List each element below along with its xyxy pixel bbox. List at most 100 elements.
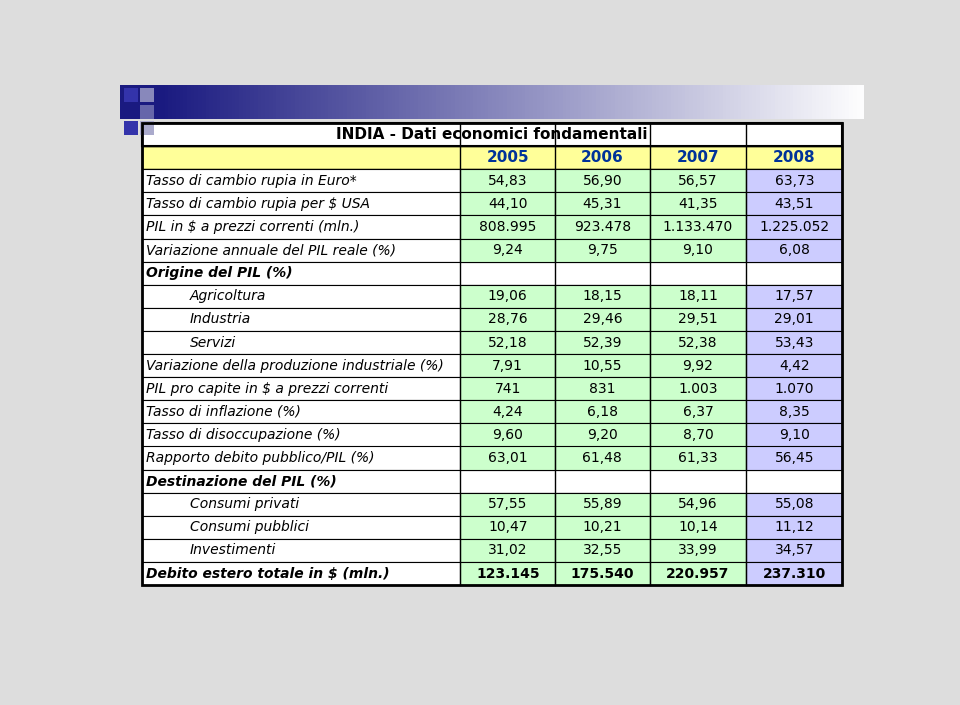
Text: 41,35: 41,35 bbox=[678, 197, 718, 211]
Bar bbox=[816, 85, 819, 119]
Bar bbox=[142, 123, 842, 146]
Bar bbox=[310, 85, 313, 119]
Bar bbox=[284, 85, 287, 119]
Bar bbox=[574, 85, 578, 119]
Bar bbox=[461, 377, 555, 400]
Bar bbox=[507, 85, 511, 119]
Text: 6,37: 6,37 bbox=[683, 405, 713, 419]
Bar bbox=[555, 562, 650, 585]
Bar bbox=[461, 285, 555, 308]
Bar bbox=[685, 85, 689, 119]
Bar bbox=[140, 88, 155, 102]
Text: 9,92: 9,92 bbox=[683, 359, 713, 373]
Bar bbox=[834, 85, 838, 119]
Bar bbox=[142, 331, 842, 354]
Bar bbox=[641, 85, 644, 119]
Bar bbox=[771, 85, 775, 119]
Bar bbox=[243, 85, 247, 119]
Bar bbox=[142, 308, 842, 331]
Text: 9,24: 9,24 bbox=[492, 243, 523, 257]
Text: 33,99: 33,99 bbox=[678, 544, 718, 558]
Bar bbox=[376, 85, 380, 119]
Bar bbox=[555, 85, 559, 119]
Bar bbox=[350, 85, 354, 119]
Text: 9,20: 9,20 bbox=[587, 428, 617, 442]
Bar bbox=[650, 562, 746, 585]
Text: 6,18: 6,18 bbox=[587, 405, 618, 419]
Bar bbox=[253, 85, 257, 119]
Bar bbox=[142, 285, 842, 308]
Bar bbox=[578, 85, 581, 119]
Bar bbox=[801, 85, 804, 119]
Bar bbox=[499, 85, 503, 119]
Bar bbox=[142, 216, 842, 238]
Text: 10,47: 10,47 bbox=[488, 520, 527, 534]
Bar bbox=[746, 354, 842, 377]
Bar bbox=[555, 400, 650, 424]
Bar bbox=[432, 85, 436, 119]
Bar bbox=[187, 85, 191, 119]
Bar bbox=[674, 85, 678, 119]
Bar bbox=[461, 446, 555, 470]
Text: 61,33: 61,33 bbox=[678, 451, 718, 465]
Bar bbox=[469, 85, 473, 119]
Bar bbox=[715, 85, 719, 119]
Text: 1.133.470: 1.133.470 bbox=[662, 220, 733, 234]
Bar bbox=[537, 85, 540, 119]
Bar bbox=[782, 85, 786, 119]
Bar bbox=[555, 493, 650, 516]
Bar bbox=[746, 516, 842, 539]
Text: 63,73: 63,73 bbox=[775, 174, 814, 188]
Bar bbox=[466, 85, 469, 119]
Bar bbox=[302, 85, 306, 119]
Bar bbox=[566, 85, 570, 119]
Text: 45,31: 45,31 bbox=[583, 197, 622, 211]
Bar bbox=[529, 85, 533, 119]
Bar bbox=[588, 85, 592, 119]
Bar bbox=[251, 85, 253, 119]
Bar bbox=[198, 85, 202, 119]
Bar bbox=[789, 85, 793, 119]
Bar bbox=[820, 85, 823, 119]
Text: 34,57: 34,57 bbox=[775, 544, 814, 558]
Bar bbox=[142, 470, 842, 493]
Bar bbox=[180, 85, 183, 119]
Text: Destinazione del PIL (%): Destinazione del PIL (%) bbox=[146, 474, 337, 488]
Bar bbox=[142, 400, 842, 424]
Bar bbox=[332, 85, 336, 119]
Bar bbox=[650, 446, 746, 470]
Bar bbox=[746, 192, 842, 216]
Bar bbox=[555, 331, 650, 354]
Bar bbox=[650, 285, 746, 308]
Bar bbox=[235, 85, 239, 119]
Text: 53,43: 53,43 bbox=[775, 336, 814, 350]
Bar bbox=[596, 85, 600, 119]
Bar bbox=[120, 85, 124, 119]
Text: 7,91: 7,91 bbox=[492, 359, 523, 373]
Bar bbox=[142, 123, 842, 585]
Bar bbox=[559, 85, 563, 119]
Bar bbox=[461, 562, 555, 585]
Bar bbox=[746, 169, 842, 192]
Text: 2006: 2006 bbox=[581, 150, 624, 165]
Text: 31,02: 31,02 bbox=[488, 544, 527, 558]
Bar bbox=[856, 85, 860, 119]
Bar bbox=[604, 85, 608, 119]
Bar bbox=[172, 85, 176, 119]
Bar bbox=[808, 85, 812, 119]
Bar bbox=[142, 516, 842, 539]
Bar bbox=[551, 85, 555, 119]
Bar bbox=[161, 85, 165, 119]
Text: 8,35: 8,35 bbox=[779, 405, 809, 419]
Text: 9,75: 9,75 bbox=[587, 243, 617, 257]
Bar bbox=[276, 85, 280, 119]
Text: Tasso di inflazione (%): Tasso di inflazione (%) bbox=[146, 405, 301, 419]
Bar bbox=[495, 85, 499, 119]
Bar bbox=[406, 85, 410, 119]
Bar bbox=[700, 85, 704, 119]
Bar bbox=[461, 516, 555, 539]
Bar bbox=[650, 400, 746, 424]
Bar bbox=[670, 85, 674, 119]
Text: 1.003: 1.003 bbox=[678, 381, 718, 396]
Bar bbox=[746, 238, 842, 262]
